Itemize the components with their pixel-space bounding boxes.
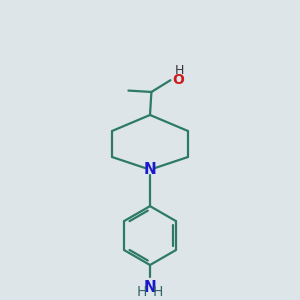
Text: H: H: [153, 285, 163, 299]
Text: O: O: [172, 73, 184, 87]
Text: N: N: [144, 162, 156, 177]
Text: N: N: [144, 280, 156, 295]
Text: H: H: [175, 64, 184, 77]
Text: H: H: [137, 285, 147, 299]
